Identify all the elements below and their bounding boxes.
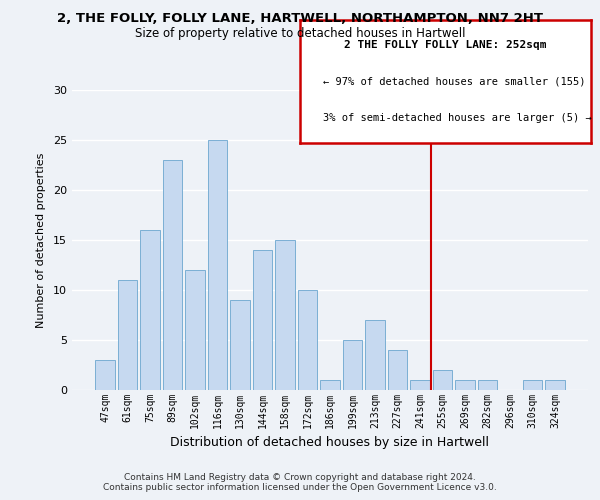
Bar <box>365 320 385 390</box>
Text: 2 THE FOLLY FOLLY LANE: 252sqm: 2 THE FOLLY FOLLY LANE: 252sqm <box>344 40 547 50</box>
Bar <box>230 300 250 390</box>
Bar <box>208 140 227 390</box>
Bar <box>275 240 295 390</box>
Y-axis label: Number of detached properties: Number of detached properties <box>36 152 46 328</box>
Text: 2, THE FOLLY, FOLLY LANE, HARTWELL, NORTHAMPTON, NN7 2HT: 2, THE FOLLY, FOLLY LANE, HARTWELL, NORT… <box>57 12 543 26</box>
Bar <box>523 380 542 390</box>
Text: 3% of semi-detached houses are larger (5) →: 3% of semi-detached houses are larger (5… <box>323 113 592 123</box>
Bar <box>95 360 115 390</box>
Text: ← 97% of detached houses are smaller (155): ← 97% of detached houses are smaller (15… <box>323 76 586 86</box>
Text: Contains public sector information licensed under the Open Government Licence v3: Contains public sector information licen… <box>103 484 497 492</box>
Bar <box>118 280 137 390</box>
Bar <box>410 380 430 390</box>
Text: Contains HM Land Registry data © Crown copyright and database right 2024.: Contains HM Land Registry data © Crown c… <box>124 474 476 482</box>
Bar <box>478 380 497 390</box>
Bar <box>140 230 160 390</box>
Bar <box>388 350 407 390</box>
Bar <box>163 160 182 390</box>
Bar <box>320 380 340 390</box>
Bar <box>545 380 565 390</box>
Bar <box>433 370 452 390</box>
Bar <box>343 340 362 390</box>
Bar <box>455 380 475 390</box>
X-axis label: Distribution of detached houses by size in Hartwell: Distribution of detached houses by size … <box>170 436 490 450</box>
Bar <box>253 250 272 390</box>
Bar <box>185 270 205 390</box>
Text: Size of property relative to detached houses in Hartwell: Size of property relative to detached ho… <box>135 28 465 40</box>
Bar <box>298 290 317 390</box>
